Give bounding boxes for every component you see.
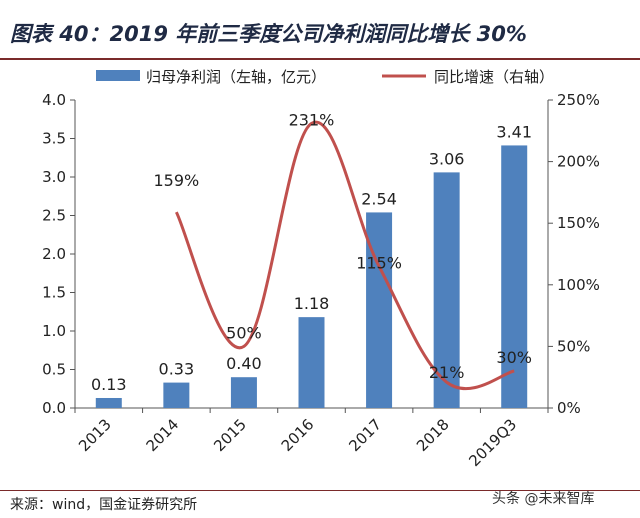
legend: 归母净利润（左轴，亿元） 同比增速（右轴） [96,68,554,86]
y-right-tick-label: 150% [557,214,600,232]
bar-value-label: 3.41 [496,122,532,141]
watermark: 头条 @未来智库 [492,491,595,507]
y-left-tick-label: 3.5 [42,130,66,148]
y-left-tick-label: 0.0 [42,399,66,417]
bars [95,145,528,408]
bar [163,382,190,408]
y-right-tick-label: 50% [557,337,590,355]
data-labels: 0.13 0.33 0.40 1.18 2.54 3.06 3.41 159% 50% 231% 1… [91,110,532,394]
bar [298,317,325,408]
line-value-label: 115% [356,253,402,272]
bar-value-label: 0.40 [226,354,262,373]
y-right-tick-label: 200% [557,153,600,171]
footer-divider [0,490,640,491]
legend-line-label: 同比增速（右轴） [434,68,554,86]
line-value-label: 30% [496,348,532,367]
bar-value-label: 1.18 [294,294,330,313]
y-left-tick-label: 1.5 [42,284,66,302]
x-tick-label: 2018 [413,415,453,455]
y-right-tick-label: 100% [557,276,600,294]
line-value-label: 21% [429,363,465,382]
chart: 归母净利润（左轴，亿元） 同比增速（右轴） 0.0 0.5 1.0 1.5 2.0 2.5… [42,68,600,470]
bar-value-label: 0.13 [91,375,127,394]
bar [501,145,528,408]
source-note: 来源：wind，国金证券研究所 [10,497,198,513]
y-left-tick-label: 0.5 [42,361,66,379]
bar [230,377,257,408]
x-tick-label: 2013 [75,415,115,455]
line-value-label: 231% [289,110,335,129]
y-right-tick-label: 0% [557,399,581,417]
growth-line [175,120,515,390]
x-tick-label: 2017 [345,415,385,455]
y-left-tick-label: 4.0 [42,91,66,109]
y-left-tick-label: 2.5 [42,207,66,225]
legend-bar-label: 归母净利润（左轴，亿元） [146,68,326,86]
bar-value-label: 0.33 [159,360,195,379]
y-right-tick-label: 250% [557,91,600,109]
legend-bar-swatch [96,70,140,81]
bar [95,397,122,408]
bar-value-label: 2.54 [361,189,397,208]
chart-title: 图表 40：2019 年前三季度公司净利润同比增长 30% [10,22,527,46]
line-value-label: 50% [226,323,262,342]
title-divider [0,58,640,60]
x-tick-label: 2019Q3 [465,415,520,470]
bar [433,172,460,408]
bar-value-label: 3.06 [429,149,465,168]
x-tick-label: 2016 [278,415,318,455]
line-series [175,120,515,390]
y-left-tick-label: 1.0 [42,322,66,340]
y-left-tick-label: 2.0 [42,245,66,263]
line-value-label: 159% [153,171,199,190]
y-left-tick-label: 3.0 [42,168,66,186]
x-tick-label: 2014 [143,415,183,455]
x-tick-label: 2015 [210,415,250,455]
